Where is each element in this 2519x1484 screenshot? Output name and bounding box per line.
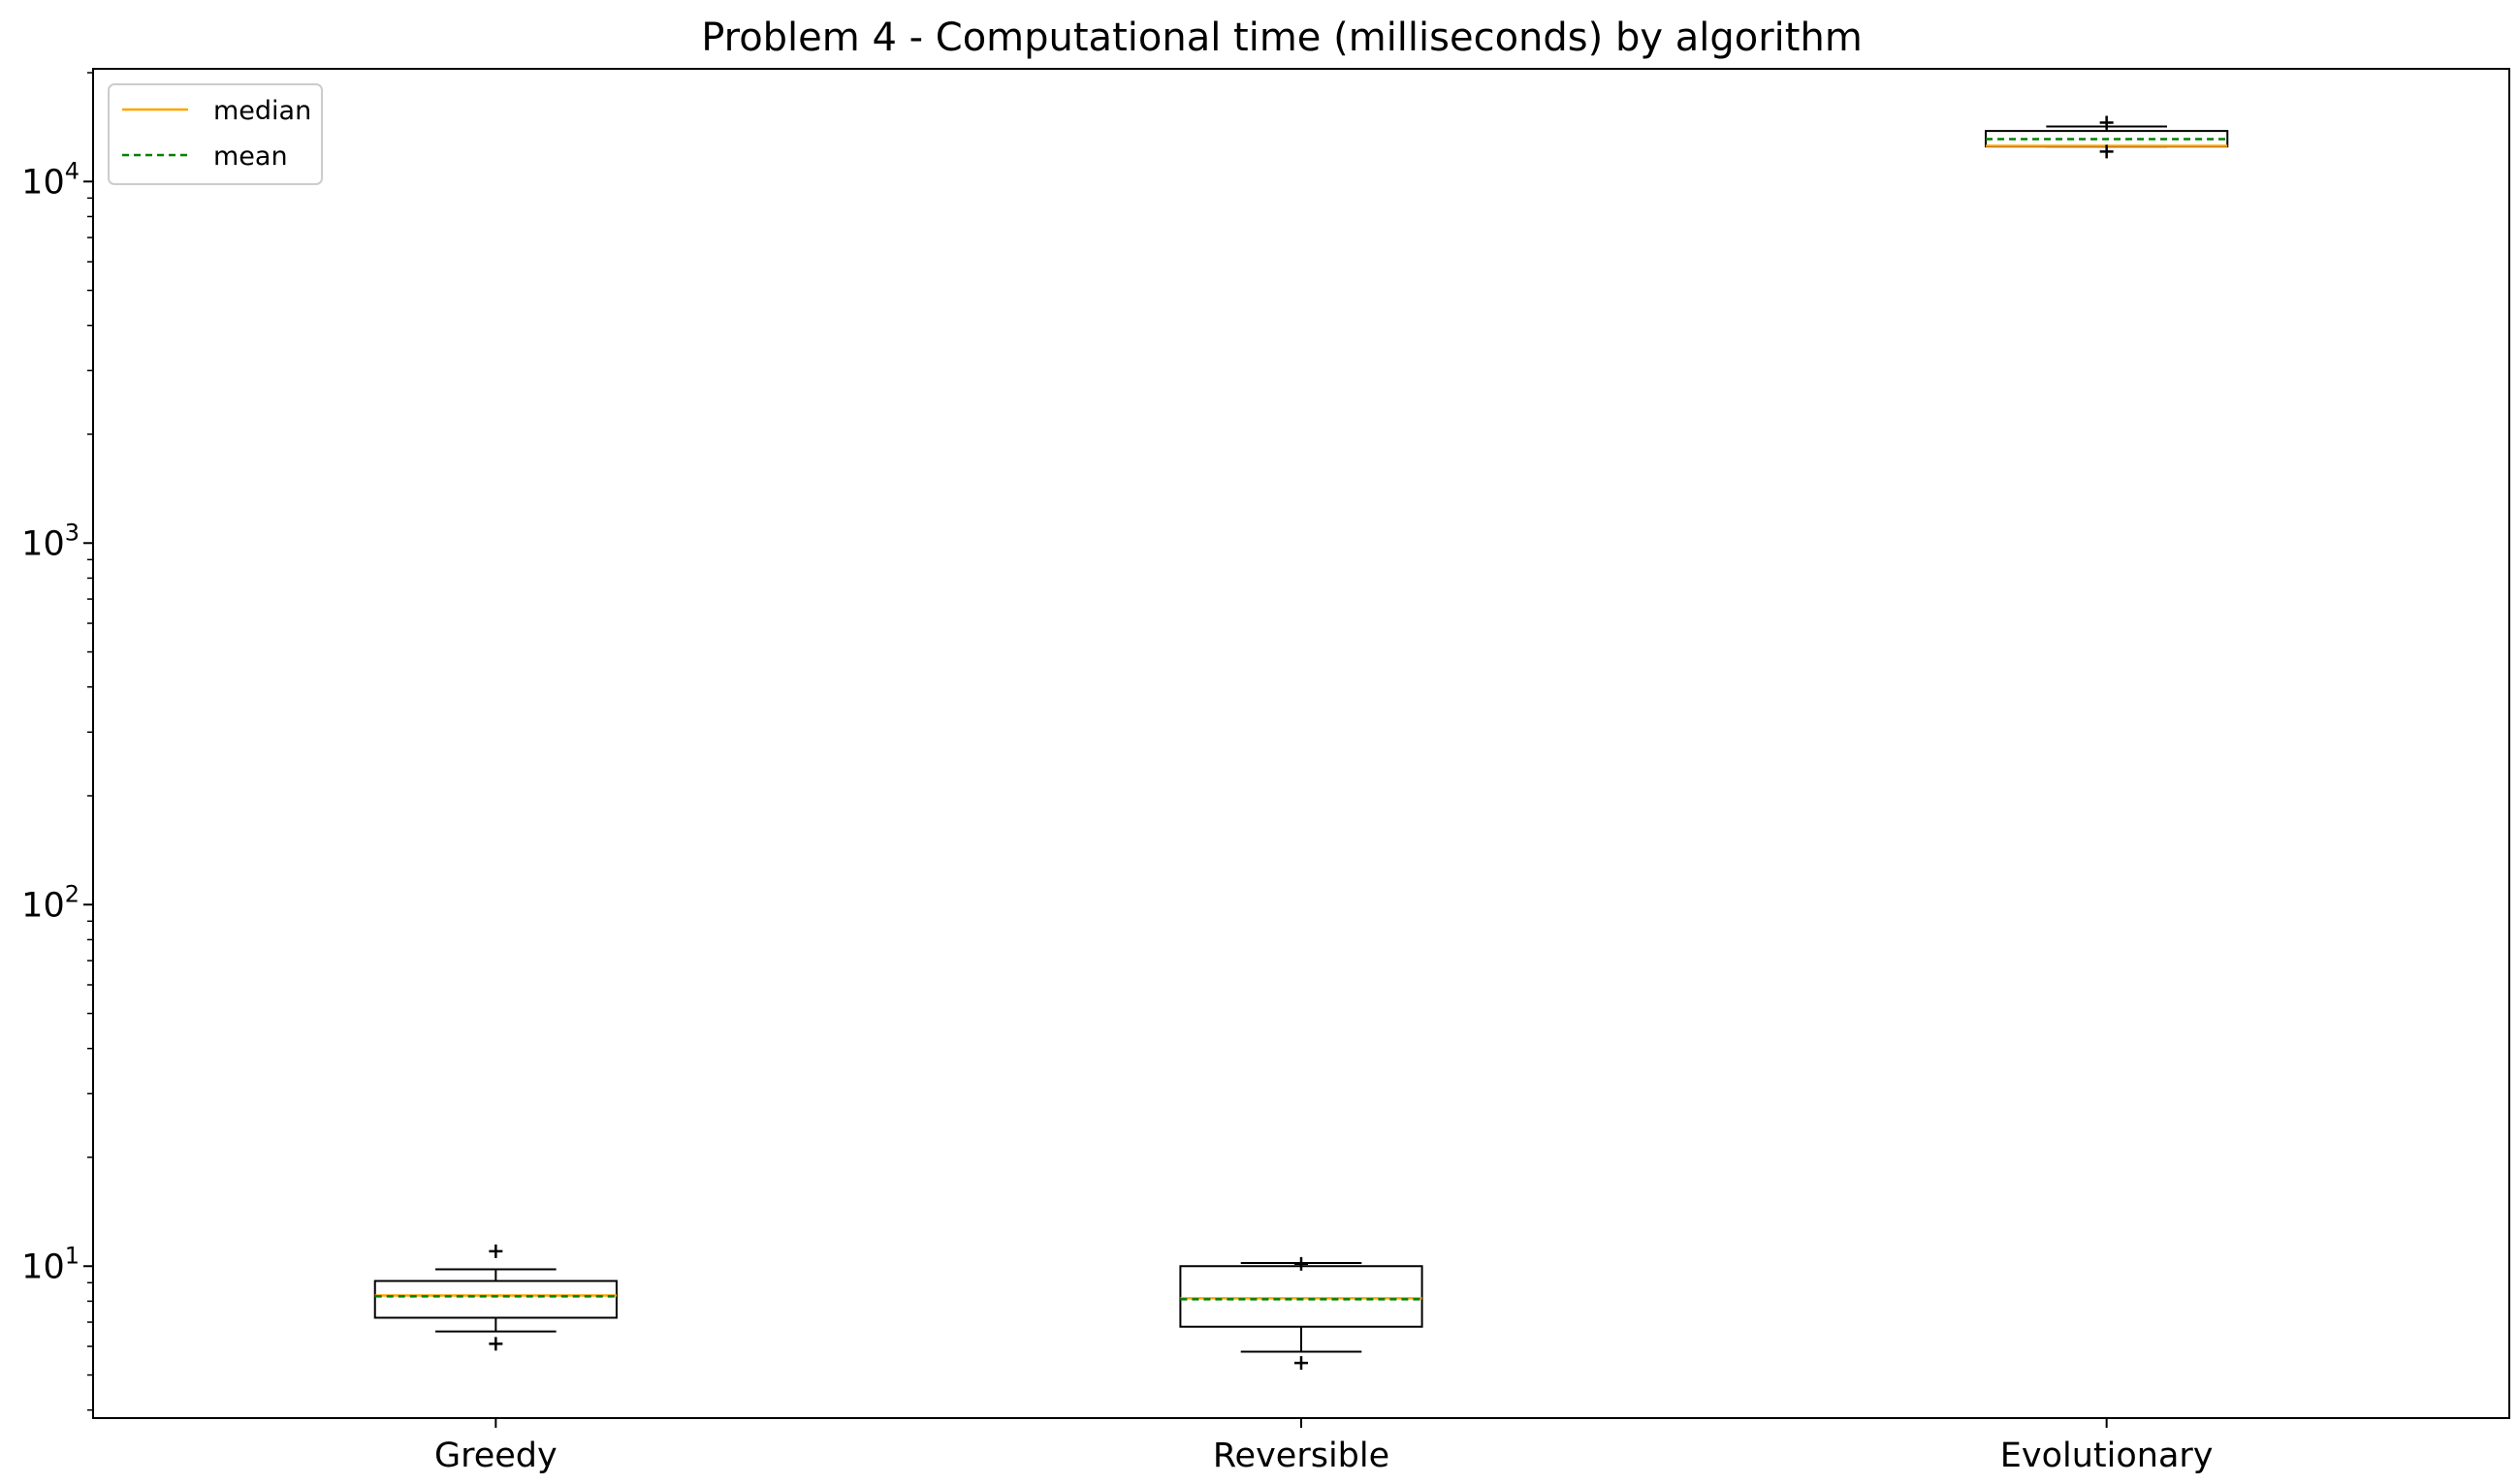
plot-frame: [92, 68, 2510, 1419]
y-tick-exponent: 3: [65, 519, 80, 546]
outlier-marker: [1294, 1356, 1308, 1371]
y-tick-exponent: 4: [65, 157, 80, 184]
outlier-marker: [1294, 1256, 1308, 1271]
x-tick-label: Greedy: [434, 1437, 558, 1475]
iqr-box: [1179, 1265, 1423, 1328]
y-tick-label: 102: [21, 880, 80, 925]
outlier-marker: [489, 1337, 503, 1351]
boxes-layer: [373, 115, 2229, 1371]
y-tick-label: 103: [21, 519, 80, 563]
y-tick-base: 10: [21, 524, 65, 563]
iqr-box: [373, 1279, 618, 1319]
x-axis: Greedy Reversible Evolutionary: [434, 1418, 2214, 1475]
box-reversible: [1179, 1256, 1423, 1371]
y-tick-label: 104: [21, 157, 80, 202]
y-tick-base: 10: [21, 886, 65, 925]
legend-mean-label: mean: [213, 142, 288, 172]
x-tick-label: Evolutionary: [2000, 1437, 2214, 1475]
y-tick-base: 10: [21, 1247, 65, 1286]
box-evolutionary: [1985, 115, 2229, 159]
outlier-marker: [2099, 144, 2114, 159]
legend: median mean: [108, 83, 323, 185]
legend-median-label: median: [213, 96, 311, 126]
y-tick-exponent: 2: [65, 880, 80, 907]
outlier-marker: [2099, 115, 2114, 130]
y-tick-label: 101: [21, 1242, 80, 1286]
chart-title: Problem 4 - Computational time (millisec…: [701, 16, 1863, 60]
y-tick-base: 10: [21, 163, 65, 202]
y-tick-exponent: 1: [65, 1242, 80, 1269]
x-tick-label: Reversible: [1213, 1437, 1389, 1475]
box-greedy: [373, 1244, 618, 1351]
outlier-marker: [489, 1244, 503, 1258]
